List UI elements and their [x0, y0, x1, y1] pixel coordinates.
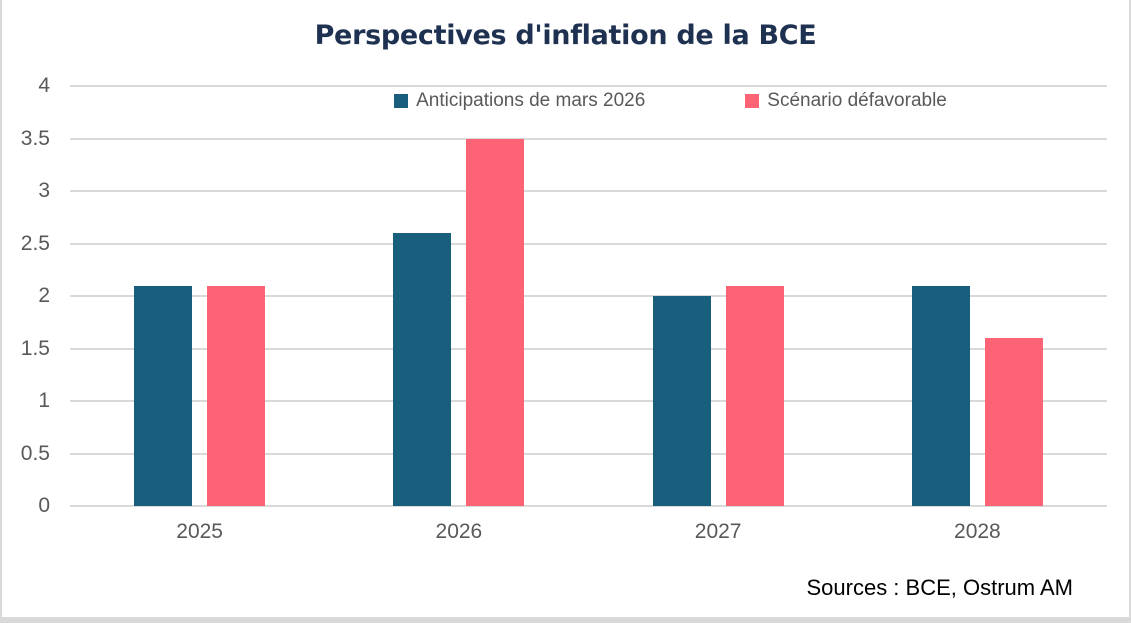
y-tick-label: 0: [38, 494, 50, 517]
bar-series1-2028: [911, 285, 970, 506]
gridline: [70, 295, 1107, 297]
y-tick-label: 1: [38, 389, 50, 412]
y-tick-label: 3.5: [20, 126, 50, 150]
bar-series2-2027: [725, 285, 784, 506]
y-tick-label: 0.5: [20, 441, 50, 465]
x-tick-label: 2025: [176, 520, 223, 543]
gridline: [70, 505, 1107, 507]
y-tick-label: 3: [38, 179, 50, 202]
legend-swatch-icon: [745, 94, 760, 108]
chart-legend: Anticipations de mars 2026 Scénario défav…: [212, 90, 1129, 112]
bar-series1-2027: [652, 296, 711, 506]
bar-series2-2026: [466, 138, 525, 506]
legend-swatch-icon: [394, 94, 409, 108]
gridline: [70, 85, 1107, 87]
window-bottom-border: [2, 617, 1129, 623]
x-tick-label: 2028: [954, 520, 1001, 543]
plot-area: [70, 85, 1107, 507]
legend-label: Scénario défavorable: [767, 90, 947, 111]
bar-series2-2028: [984, 338, 1043, 506]
legend-item: Scénario défavorable: [745, 90, 947, 112]
gridline: [70, 400, 1107, 402]
y-tick-label: 4: [38, 74, 50, 97]
bar-series1-2025: [134, 285, 193, 506]
bar-series1-2026: [393, 233, 452, 506]
legend-item: Anticipations de mars 2026: [394, 90, 645, 112]
x-tick-label: 2027: [694, 520, 742, 543]
x-tick-label: 2026: [435, 520, 483, 543]
gridline: [70, 347, 1107, 350]
gridline: [70, 190, 1107, 192]
source-note: Sources : BCE, Ostrum AM: [806, 575, 1073, 600]
y-tick-label: 2: [38, 284, 50, 307]
legend-label: Anticipations de mars 2026: [416, 90, 646, 111]
gridline: [70, 452, 1107, 455]
gridline: [70, 242, 1107, 245]
chart-title: Perspectives d'inflation de la BCE: [314, 20, 817, 51]
y-tick-label: 2.5: [20, 231, 50, 255]
bar-series2-2025: [207, 285, 266, 506]
y-tick-label: 1.5: [20, 336, 50, 360]
gridline: [70, 137, 1107, 140]
